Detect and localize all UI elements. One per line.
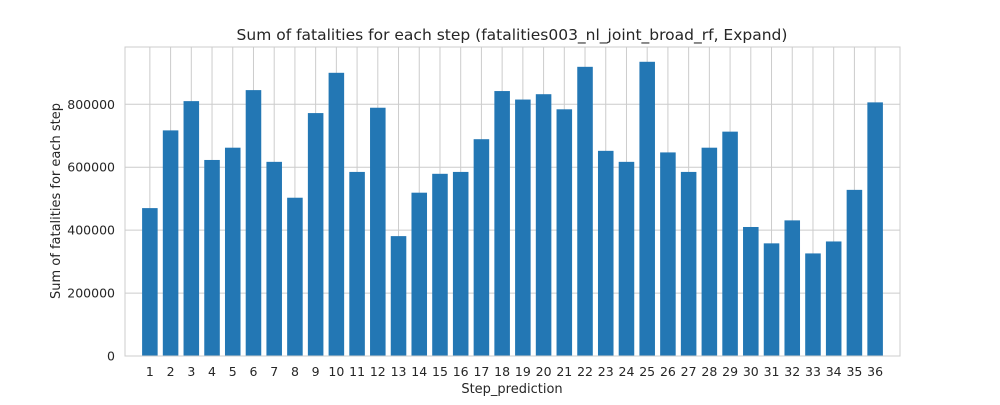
y-tick-label: 200000 <box>67 286 115 301</box>
x-tick-label: 24 <box>619 364 635 379</box>
x-tick-label: 33 <box>805 364 821 379</box>
x-tick-label: 23 <box>598 364 614 379</box>
bar <box>660 152 676 356</box>
bar <box>784 220 801 356</box>
x-tick-label: 11 <box>349 364 365 379</box>
bar <box>556 109 573 356</box>
x-tick-label: 28 <box>701 364 717 379</box>
y-tick-labels: 0 200000 400000 600000 800000 <box>67 97 115 364</box>
x-tick-labels: 1 2 3 4 5 6 7 8 9 10 11 12 13 14 15 16 17 18 19 20 21 22 23 24 2… <box>146 364 883 379</box>
chart-title: Sum of fatalities for each step (fatalit… <box>237 26 788 45</box>
bar <box>432 173 448 356</box>
x-tick-label: 3 <box>187 364 195 379</box>
x-tick-label: 16 <box>453 364 469 379</box>
bar <box>473 139 490 356</box>
x-tick-label: 12 <box>370 364 386 379</box>
bar <box>204 159 220 356</box>
bar <box>701 147 718 356</box>
y-tick-label: 0 <box>107 349 115 364</box>
x-tick-label: 22 <box>577 364 593 379</box>
bar <box>722 131 738 356</box>
x-tick-label: 25 <box>639 364 655 379</box>
bar <box>266 161 282 356</box>
x-tick-label: 21 <box>556 364 572 379</box>
y-tick-label: 800000 <box>67 97 115 112</box>
x-tick-label: 7 <box>270 364 278 379</box>
bar <box>162 130 179 356</box>
x-tick-label: 13 <box>391 364 407 379</box>
bars <box>142 61 883 357</box>
bar <box>142 208 158 356</box>
y-tick-label: 400000 <box>67 223 115 238</box>
x-axis-label: Step_prediction <box>461 382 562 397</box>
x-tick-label: 32 <box>784 364 800 379</box>
bar <box>597 150 614 356</box>
bar <box>618 161 635 356</box>
bar <box>515 99 531 356</box>
bar <box>535 94 552 357</box>
bar <box>577 66 593 357</box>
bar <box>867 102 883 356</box>
bar <box>846 189 863 356</box>
bar <box>224 147 241 356</box>
x-tick-label: 2 <box>167 364 175 379</box>
bar <box>349 171 365 356</box>
bar <box>743 226 759 356</box>
bar <box>245 90 262 357</box>
bar <box>370 107 386 357</box>
bar <box>494 91 510 357</box>
bar <box>411 192 428 356</box>
x-tick-label: 34 <box>826 364 842 379</box>
bar <box>390 236 407 356</box>
bar <box>805 253 821 356</box>
x-tick-label: 26 <box>660 364 676 379</box>
bar <box>825 241 842 356</box>
bar <box>287 197 303 356</box>
bar <box>328 72 345 357</box>
x-tick-label: 31 <box>764 364 780 379</box>
x-tick-label: 9 <box>312 364 320 379</box>
x-tick-label: 10 <box>328 364 344 379</box>
x-tick-label: 36 <box>867 364 883 379</box>
x-tick-label: 6 <box>249 364 257 379</box>
bar <box>307 113 324 356</box>
x-tick-label: 17 <box>473 364 489 379</box>
x-tick-label: 1 <box>146 364 154 379</box>
x-tick-label: 35 <box>846 364 862 379</box>
bar <box>452 171 469 356</box>
x-tick-label: 15 <box>432 364 448 379</box>
x-tick-label: 14 <box>411 364 427 379</box>
bar <box>639 61 655 356</box>
y-axis-label: Sum of fatalities for each step <box>49 103 64 299</box>
x-tick-label: 20 <box>536 364 552 379</box>
x-tick-label: 30 <box>743 364 759 379</box>
x-tick-label: 8 <box>291 364 299 379</box>
x-tick-label: 18 <box>494 364 510 379</box>
x-tick-label: 19 <box>515 364 531 379</box>
bar <box>680 171 697 356</box>
x-tick-label: 5 <box>229 364 237 379</box>
grid-lines <box>125 47 900 357</box>
x-tick-label: 29 <box>722 364 738 379</box>
plot-frame <box>124 46 901 357</box>
bar <box>763 243 780 356</box>
y-tick-label: 600000 <box>67 160 115 175</box>
bar <box>183 101 200 357</box>
x-tick-label: 27 <box>681 364 697 379</box>
x-tick-label: 4 <box>208 364 216 379</box>
